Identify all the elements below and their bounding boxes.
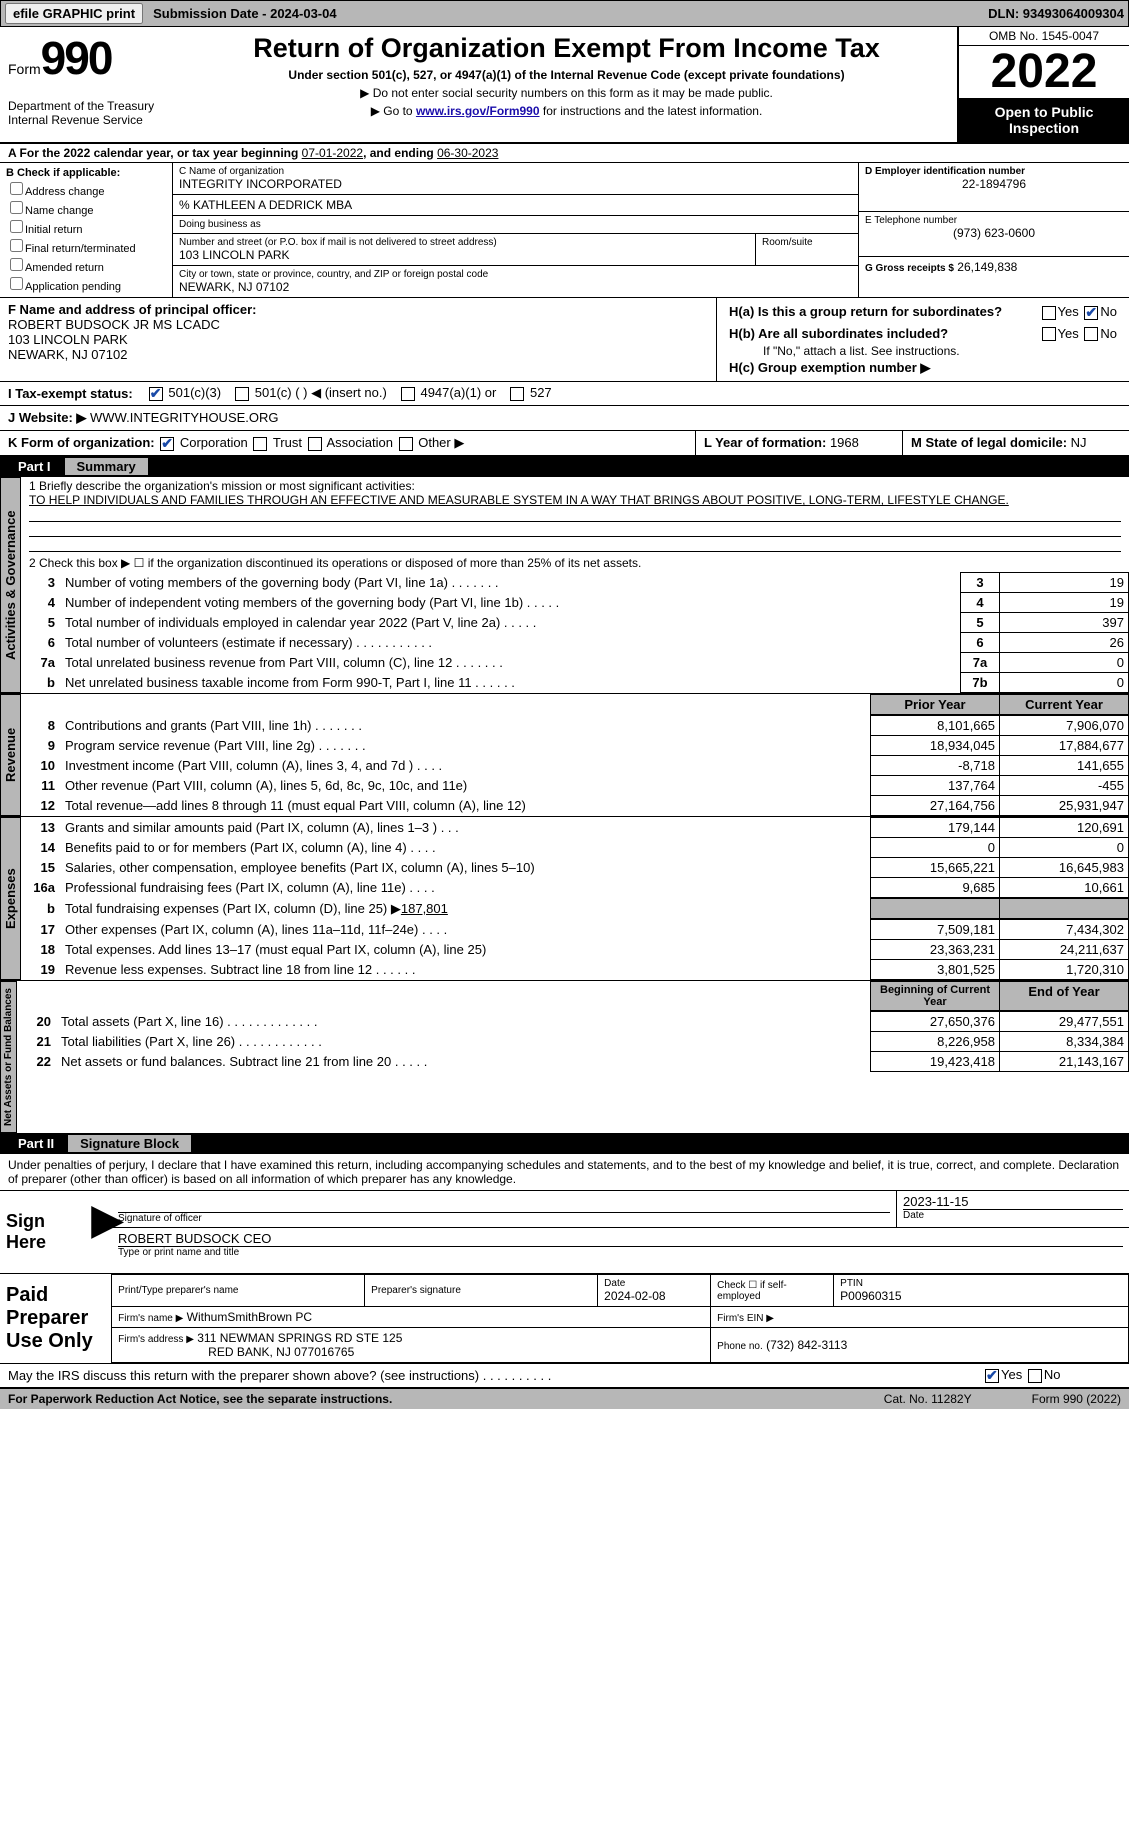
- vert-revenue: Revenue: [0, 694, 21, 816]
- link-note: ▶ Go to www.irs.gov/Form990 for instruct…: [184, 104, 949, 118]
- dba-label: Doing business as: [179, 219, 852, 230]
- check-application-pending[interactable]: Application pending: [6, 274, 166, 293]
- summary-governance-table: 3Number of voting members of the governi…: [21, 572, 1129, 693]
- hb-no[interactable]: [1084, 327, 1098, 341]
- may-no[interactable]: [1028, 1369, 1042, 1383]
- preparer-date: 2024-02-08: [604, 1289, 665, 1303]
- check-assoc[interactable]: [308, 437, 322, 451]
- check-4947[interactable]: [401, 387, 415, 401]
- phone-label: E Telephone number: [865, 215, 1123, 226]
- tax-year: 2022: [959, 46, 1129, 98]
- hb-yes[interactable]: [1042, 327, 1056, 341]
- check-other[interactable]: [399, 437, 413, 451]
- ptin-value: P00960315: [840, 1289, 901, 1303]
- org-name: INTEGRITY INCORPORATED: [179, 177, 852, 191]
- penalties-text: Under penalties of perjury, I declare th…: [0, 1154, 1129, 1191]
- officer-print-name: ROBERT BUDSOCK CEO: [118, 1231, 1123, 1246]
- ha-yes[interactable]: [1042, 306, 1056, 320]
- firm-name: WithumSmithBrown PC: [187, 1310, 312, 1324]
- check-501c[interactable]: [235, 387, 249, 401]
- mission-text: TO HELP INDIVIDUALS AND FAMILIES THROUGH…: [29, 493, 1121, 507]
- may-yes[interactable]: [985, 1369, 999, 1383]
- street: 103 LINCOLN PARK: [179, 248, 749, 262]
- form-subtitle: Under section 501(c), 527, or 4947(a)(1)…: [184, 68, 949, 82]
- check-527[interactable]: [510, 387, 524, 401]
- vert-governance: Activities & Governance: [0, 477, 21, 693]
- ha-no[interactable]: [1084, 306, 1098, 320]
- check-501c3[interactable]: [149, 387, 163, 401]
- sign-date: 2023-11-15: [903, 1194, 1123, 1209]
- vert-netassets: Net Assets or Fund Balances: [0, 981, 17, 1133]
- dln: DLN: 93493064009304: [988, 6, 1124, 21]
- city-state-zip: NEWARK, NJ 07102: [179, 280, 852, 294]
- check-final-return[interactable]: Final return/terminated: [6, 236, 166, 255]
- submission-date: Submission Date - 2024-03-04: [153, 6, 337, 21]
- website: WWW.INTEGRITYHOUSE.ORG: [90, 410, 279, 425]
- efile-print-button[interactable]: efile GRAPHIC print: [5, 3, 143, 24]
- firm-address: 311 NEWMAN SPRINGS RD STE 125: [197, 1331, 402, 1345]
- public-inspection: Open to Public Inspection: [959, 98, 1129, 142]
- check-initial-return[interactable]: Initial return: [6, 217, 166, 236]
- vert-expenses: Expenses: [0, 817, 21, 980]
- page-footer: For Paperwork Reduction Act Notice, see …: [0, 1388, 1129, 1409]
- sign-here-label: Sign Here: [0, 1191, 92, 1273]
- check-corp[interactable]: [160, 437, 174, 451]
- netassets-table: 20Total assets (Part X, line 16) . . . .…: [17, 1011, 1129, 1072]
- officer-name: ROBERT BUDSOCK JR MS LCADC: [8, 317, 220, 332]
- irs-link[interactable]: www.irs.gov/Form990: [416, 104, 540, 118]
- care-of: % KATHLEEN A DEDRICK MBA: [179, 198, 852, 212]
- omb-number: OMB No. 1545-0047: [959, 27, 1129, 46]
- form-number: Form990: [8, 31, 168, 85]
- phone-value: (973) 623-0600: [865, 226, 1123, 240]
- expenses-table: 13Grants and similar amounts paid (Part …: [21, 817, 1129, 898]
- year-formation: 1968: [830, 435, 859, 450]
- part1-header: Part ISummary: [0, 456, 1129, 477]
- c-label: C Name of organization: [179, 166, 852, 177]
- calendar-year-line: A For the 2022 calendar year, or tax yea…: [0, 144, 1129, 163]
- paid-preparer-label: Paid Preparer Use Only: [0, 1274, 111, 1363]
- expenses-table-2: 17Other expenses (Part IX, column (A), l…: [21, 919, 1129, 980]
- ein-label: D Employer identification number: [865, 166, 1123, 177]
- treasury-dept: Department of the Treasury Internal Reve…: [8, 99, 168, 127]
- sign-arrow-icon: ▸: [92, 1191, 112, 1273]
- section-b-checkboxes: B Check if applicable: Address change Na…: [0, 163, 173, 297]
- firm-phone: (732) 842-3113: [766, 1338, 847, 1352]
- gross-receipts: 26,149,838: [957, 260, 1017, 274]
- form-title: Return of Organization Exempt From Incom…: [184, 33, 949, 64]
- check-name-change[interactable]: Name change: [6, 198, 166, 217]
- ein-value: 22-1894796: [865, 177, 1123, 191]
- check-amended-return[interactable]: Amended return: [6, 255, 166, 274]
- revenue-table: 8Contributions and grants (Part VIII, li…: [21, 715, 1129, 816]
- fundraising-total: 187,801: [401, 901, 448, 916]
- topbar: efile GRAPHIC print Submission Date - 20…: [0, 0, 1129, 27]
- part2-header: Part IISignature Block: [0, 1133, 1129, 1154]
- form-header: Form990 Department of the Treasury Inter…: [0, 27, 1129, 144]
- state-domicile: NJ: [1071, 435, 1087, 450]
- ssn-note: ▶ Do not enter social security numbers o…: [184, 86, 949, 100]
- check-address-change[interactable]: Address change: [6, 179, 166, 198]
- check-trust[interactable]: [253, 437, 267, 451]
